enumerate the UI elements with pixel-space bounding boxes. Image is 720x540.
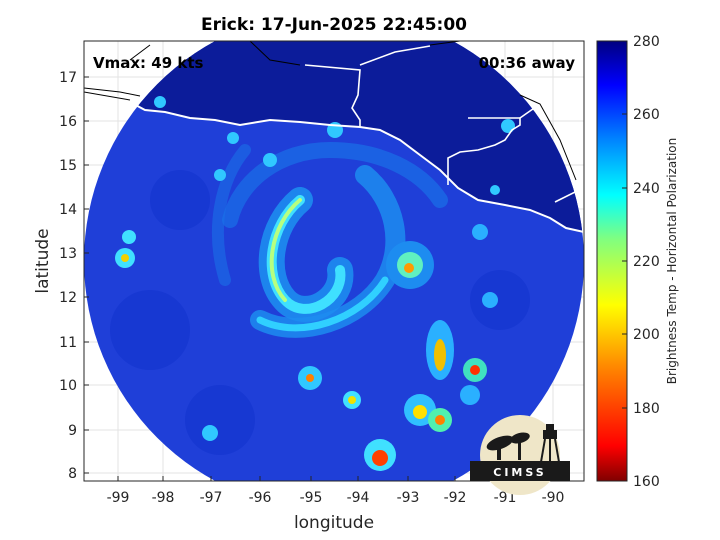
texture [110, 170, 530, 455]
axes-box [83, 40, 585, 482]
y-tick-label: 12 [59, 290, 77, 306]
colorbar-tick-label: 180 [633, 401, 660, 417]
chart-title: Erick: 17-Jun-2025 22:45:00 [201, 15, 467, 35]
colorbar-ticks [622, 40, 627, 482]
y-axis-label: latitude [33, 228, 53, 293]
colorbar-tick-label: 280 [633, 34, 660, 50]
borders [304, 45, 584, 203]
x-tick-label: -91 [494, 490, 517, 506]
y-tick-label: 10 [59, 378, 77, 394]
tick-marks [84, 76, 554, 481]
cimss-logo: CIMSS [470, 415, 570, 495]
x-tick-labels: -99 -98 -97 -96 -95 -94 -93 -92 -91 -90 [107, 490, 565, 506]
colorbar: 160 180 200 220 240 260 280 Brightness T… [596, 34, 679, 490]
colorbar-tick-label: 160 [633, 474, 660, 490]
x-axis-label: longitude [294, 513, 374, 533]
colorbar-label: Brightness Temp - Horizontal Polarizatio… [665, 138, 679, 385]
land-mass [84, 41, 584, 232]
logo-text: CIMSS [493, 466, 546, 479]
x-tick-label: -94 [347, 490, 370, 506]
x-tick-label: -93 [397, 490, 420, 506]
y-tick-label: 11 [59, 335, 77, 351]
y-tick-label: 8 [68, 466, 77, 482]
colorbar-tick-label: 240 [633, 181, 660, 197]
x-tick-label: -90 [542, 490, 565, 506]
x-tick-label: -98 [152, 490, 175, 506]
colorbar-tick-labels: 160 180 200 220 240 260 280 [633, 34, 660, 490]
y-tick-label: 15 [59, 158, 77, 174]
y-tick-labels: 8 9 10 11 12 13 14 15 16 17 [59, 70, 77, 482]
swath-features [84, 41, 584, 471]
x-tick-label: -97 [200, 490, 223, 506]
x-tick-label: -96 [249, 490, 272, 506]
y-tick-label: 13 [59, 246, 77, 262]
vmax-label: Vmax: 49 kts [93, 54, 203, 72]
x-tick-label: -92 [444, 490, 467, 506]
colorbar-tick-label: 260 [633, 107, 660, 123]
map-layer [84, 41, 584, 481]
x-tick-label: -99 [107, 490, 130, 506]
colorbar-tick-label: 220 [633, 254, 660, 270]
colorbar-tick-label: 200 [633, 327, 660, 343]
convective-cells [115, 96, 515, 471]
outside-borders [84, 41, 577, 181]
logo-banner [470, 461, 570, 481]
spiral-bands [211, 141, 448, 338]
logo-figures [486, 424, 560, 463]
x-tick-label: -95 [300, 490, 323, 506]
time-away-label: 00:36 away [479, 54, 576, 72]
y-tick-label: 16 [59, 114, 77, 130]
y-tick-label: 17 [59, 70, 77, 86]
y-tick-label: 14 [59, 202, 77, 218]
y-tick-label: 9 [68, 423, 77, 439]
